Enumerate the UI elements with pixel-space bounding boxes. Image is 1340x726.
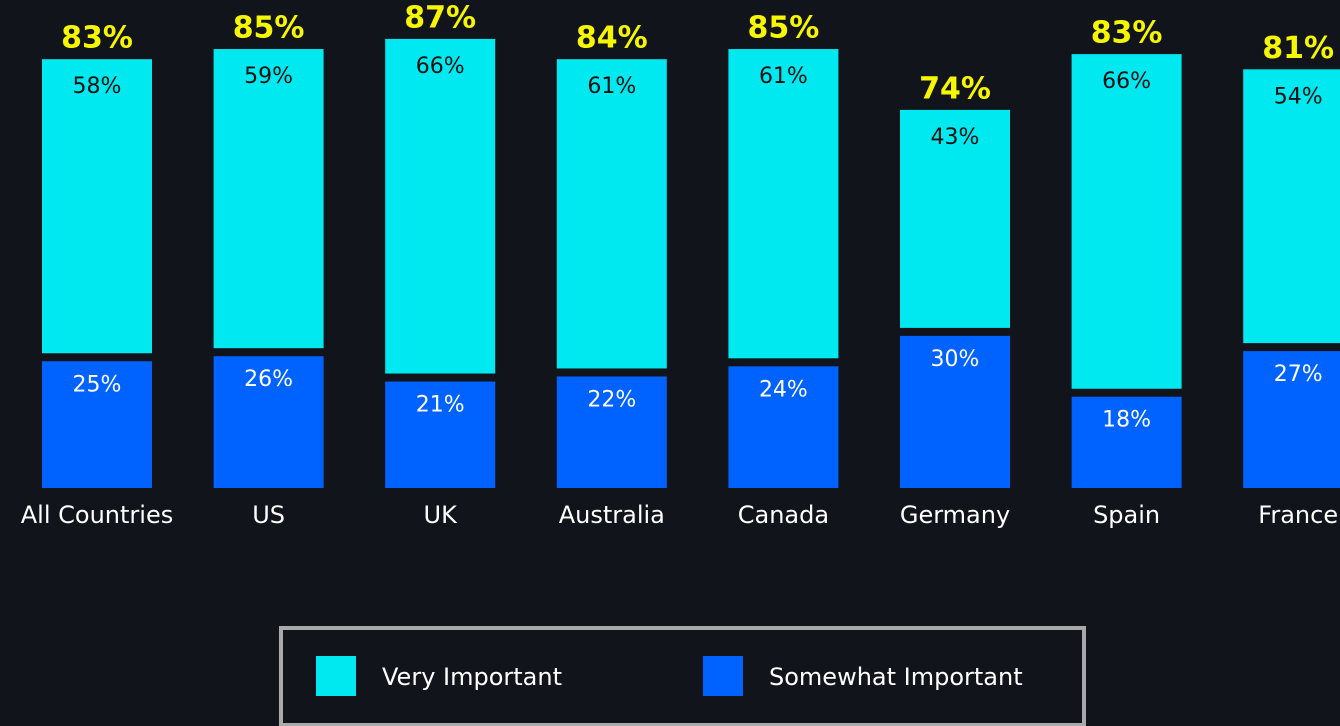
legend-label: Somewhat Important [769,663,1023,691]
value-label: 30% [931,347,980,372]
value-label: 66% [416,54,465,79]
total-label: 85% [233,11,305,46]
value-label: 21% [416,393,465,418]
total-label: 85% [747,11,819,46]
total-label: 87% [404,0,476,35]
x-tick-label: All Countries [21,501,173,529]
bar-segment [213,49,324,349]
x-tick-label: Spain [1093,501,1160,529]
bar-segment [1071,396,1182,488]
bar-segment [1243,69,1340,344]
x-tick-label: US [252,501,285,529]
total-label: 74% [919,71,991,106]
bar-segment [900,335,1010,488]
legend-swatch [703,656,743,696]
bar-segment [213,356,324,488]
bar-segment [1243,351,1340,488]
bar-segment [728,366,839,488]
legend-swatch [316,656,356,696]
value-label: 61% [759,64,808,89]
value-label: 58% [73,74,122,99]
value-label: 27% [1274,362,1323,387]
x-tick-label: France [1258,501,1338,529]
bar-segment [42,361,152,488]
value-label: 61% [587,74,636,99]
bar-segment [385,38,496,374]
legend-box [279,626,1086,726]
total-label: 84% [576,21,648,56]
value-label: 54% [1274,84,1323,109]
legend-label: Very Important [382,663,562,691]
bar-segment [556,59,667,369]
value-label: 59% [244,64,293,89]
bar-segment [1071,54,1182,389]
bar-segment [556,376,667,488]
value-label: 24% [759,377,808,402]
bar-segment [900,109,1010,328]
x-tick-label: Canada [738,501,829,529]
x-tick-label: Germany [900,501,1010,529]
value-label: 22% [587,387,636,412]
bar-segment [385,381,496,488]
total-label: 83% [1091,16,1163,51]
bar-segment [42,59,152,354]
bar-segment [728,49,839,359]
total-label: 81% [1262,31,1334,66]
value-label: 26% [244,367,293,392]
x-tick-label: UK [424,501,459,529]
value-label: 18% [1102,408,1151,433]
value-label: 66% [1102,69,1151,94]
value-label: 25% [73,372,122,397]
value-label: 43% [931,125,980,150]
total-label: 83% [61,21,133,56]
x-tick-label: Australia [559,501,665,529]
